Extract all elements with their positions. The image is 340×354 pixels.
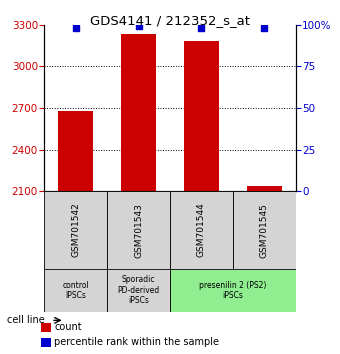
Bar <box>233 191 296 269</box>
Bar <box>44 269 107 312</box>
Text: count: count <box>54 322 82 332</box>
Point <box>136 24 141 29</box>
Bar <box>107 191 170 269</box>
Text: GSM701544: GSM701544 <box>197 203 206 257</box>
Bar <box>58 111 93 191</box>
Text: Sporadic
PD-derived
iPSCs: Sporadic PD-derived iPSCs <box>117 275 160 305</box>
Text: presenilin 2 (PS2)
iPSCs: presenilin 2 (PS2) iPSCs <box>199 281 267 300</box>
Text: GSM701545: GSM701545 <box>260 202 269 258</box>
Bar <box>107 269 170 312</box>
Point <box>73 25 78 31</box>
Text: GDS4141 / 212352_s_at: GDS4141 / 212352_s_at <box>90 14 250 27</box>
Bar <box>121 34 156 191</box>
Point <box>262 25 267 31</box>
Text: cell line: cell line <box>7 315 45 325</box>
Bar <box>170 191 233 269</box>
Text: GSM701543: GSM701543 <box>134 202 143 258</box>
Text: percentile rank within the sample: percentile rank within the sample <box>54 337 219 347</box>
Point <box>199 25 204 31</box>
Bar <box>170 269 296 312</box>
Text: GSM701542: GSM701542 <box>71 203 80 257</box>
Bar <box>41 323 51 332</box>
Bar <box>184 41 219 191</box>
Bar <box>44 191 107 269</box>
Bar <box>41 338 51 347</box>
Text: control
IPSCs: control IPSCs <box>62 281 89 300</box>
Bar <box>247 185 282 191</box>
